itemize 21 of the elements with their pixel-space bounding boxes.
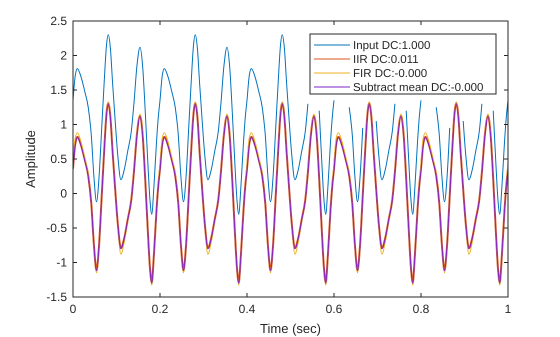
x-tick-label: 0 — [70, 302, 77, 316]
y-tick-label: -1 — [56, 256, 68, 270]
y-tick-label: -0.5 — [46, 221, 68, 235]
y-tick-label: 1 — [60, 118, 68, 132]
legend-label: Input DC:1.000 — [353, 40, 430, 52]
y-tick-label: 0.5 — [50, 152, 68, 166]
x-tick-label: 0.2 — [152, 302, 169, 316]
legend-label: IIR DC:0.011 — [353, 54, 419, 66]
y-tick-label: 2 — [60, 48, 68, 62]
x-tick-label: 1 — [504, 302, 512, 316]
legend-label: Subtract mean DC:-0.000 — [353, 82, 484, 94]
x-axis-title: Time (sec) — [260, 321, 321, 336]
y-axis-title: Amplitude — [23, 130, 38, 188]
y-tick-label: 1.5 — [50, 83, 68, 97]
x-tick-label: 0.4 — [238, 302, 256, 316]
legend-label: FIR DC:-0.000 — [353, 68, 428, 80]
x-tick-label: 0.8 — [412, 302, 430, 316]
y-tick-label: 2.5 — [50, 14, 68, 28]
x-tick-label: 0.6 — [326, 302, 343, 316]
y-tick-label: -1.5 — [46, 290, 68, 304]
y-tick-label: 0 — [60, 186, 68, 200]
